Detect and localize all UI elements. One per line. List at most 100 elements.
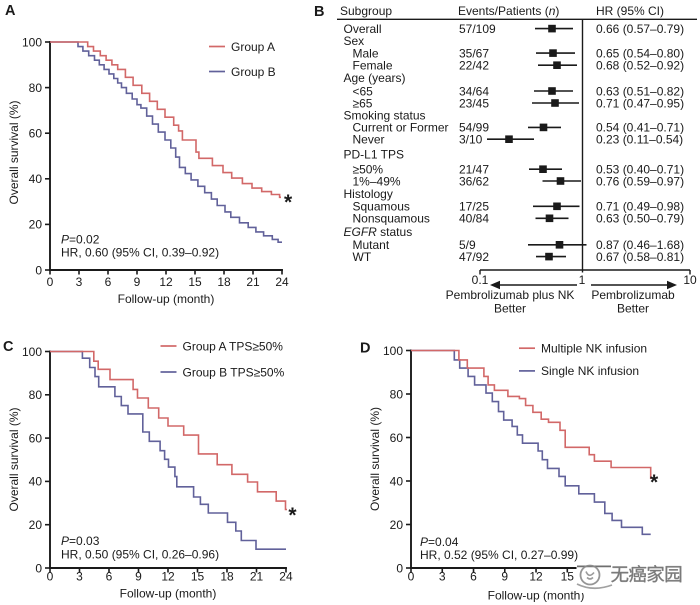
svg-text:0.68 (0.52–0.92): 0.68 (0.52–0.92) <box>596 59 684 73</box>
svg-text:6: 6 <box>105 275 112 289</box>
svg-text:1%–49%: 1%–49% <box>353 174 401 188</box>
svg-text:15: 15 <box>561 570 575 584</box>
svg-text:*: * <box>284 191 293 214</box>
svg-text:80: 80 <box>390 387 404 401</box>
svg-text:24: 24 <box>275 275 289 289</box>
svg-text:*: * <box>650 471 659 494</box>
svg-text:Overall survival (%): Overall survival (%) <box>7 100 21 204</box>
svg-text:12: 12 <box>161 570 175 584</box>
svg-text:6: 6 <box>470 570 477 584</box>
svg-text:100: 100 <box>22 345 42 359</box>
svg-text:0: 0 <box>47 570 54 584</box>
svg-text:40/84: 40/84 <box>459 212 489 226</box>
svg-text:D: D <box>360 341 370 357</box>
svg-text:12: 12 <box>159 275 173 289</box>
svg-text:0.87 (0.46–1.68): 0.87 (0.46–1.68) <box>596 238 684 252</box>
svg-text:0.66 (0.57–0.79): 0.66 (0.57–0.79) <box>596 22 684 36</box>
svg-text:Follow-up (month): Follow-up (month) <box>118 292 215 306</box>
svg-text:Female: Female <box>353 59 393 73</box>
svg-text:P=0.03: P=0.03 <box>61 534 100 548</box>
svg-text:100: 100 <box>383 344 403 358</box>
svg-text:HR (95% CI): HR (95% CI) <box>596 4 664 18</box>
svg-text:0.76 (0.59–0.97): 0.76 (0.59–0.97) <box>596 174 684 188</box>
svg-text:Group A TPS≥50%: Group A TPS≥50% <box>183 339 284 353</box>
svg-text:17/25: 17/25 <box>459 200 489 214</box>
svg-text:Male: Male <box>353 46 379 60</box>
svg-text:40: 40 <box>29 172 43 186</box>
svg-text:6: 6 <box>106 570 113 584</box>
svg-text:Follow-up (month): Follow-up (month) <box>120 587 217 601</box>
svg-text:0.23 (0.11–0.54): 0.23 (0.11–0.54) <box>596 133 683 147</box>
svg-text:0.71 (0.47–0.95): 0.71 (0.47–0.95) <box>596 96 684 110</box>
svg-text:57/109: 57/109 <box>459 22 496 36</box>
svg-text:40: 40 <box>29 475 43 489</box>
svg-text:*: * <box>288 504 297 527</box>
svg-text:5/9: 5/9 <box>459 238 476 252</box>
svg-text:Sex: Sex <box>344 34 365 48</box>
svg-text:0.1: 0.1 <box>472 273 489 287</box>
svg-text:18: 18 <box>220 570 234 584</box>
svg-text:60: 60 <box>29 431 43 445</box>
svg-text:Overall: Overall <box>344 22 382 36</box>
svg-text:Smoking status: Smoking status <box>344 109 426 123</box>
svg-text:80: 80 <box>29 388 43 402</box>
svg-text:12: 12 <box>529 570 543 584</box>
svg-text:Squamous: Squamous <box>353 200 410 214</box>
svg-text:Pembrolizumab plus NK: Pembrolizumab plus NK <box>446 288 575 302</box>
svg-text:0: 0 <box>408 570 415 584</box>
svg-text:Single NK infusion: Single NK infusion <box>541 364 639 378</box>
svg-text:18: 18 <box>217 275 231 289</box>
svg-text:0.53 (0.40–0.71): 0.53 (0.40–0.71) <box>596 163 684 177</box>
svg-text:35/67: 35/67 <box>459 46 489 60</box>
svg-text:A: A <box>5 3 16 19</box>
svg-text:0: 0 <box>35 263 42 277</box>
svg-text:Histology: Histology <box>344 187 393 201</box>
svg-text:HR, 0.50 (95% CI, 0.26–0.96): HR, 0.50 (95% CI, 0.26–0.96) <box>61 548 219 562</box>
svg-text:<65: <65 <box>353 84 374 98</box>
svg-text:0.63 (0.50–0.79): 0.63 (0.50–0.79) <box>596 212 684 226</box>
svg-text:9: 9 <box>134 275 141 289</box>
svg-text:Current or Former: Current or Former <box>353 121 449 135</box>
svg-text:PD-L1 TPS: PD-L1 TPS <box>344 147 404 161</box>
svg-text:20: 20 <box>390 518 404 532</box>
svg-text:WT: WT <box>353 250 372 264</box>
svg-text:23/45: 23/45 <box>459 96 489 110</box>
svg-text:≥50%: ≥50% <box>353 163 384 177</box>
svg-text:Better: Better <box>617 302 649 316</box>
svg-text:80: 80 <box>29 81 43 95</box>
svg-text:60: 60 <box>390 431 404 445</box>
svg-text:1: 1 <box>579 273 586 287</box>
svg-text:Mutant: Mutant <box>353 238 390 252</box>
svg-text:60: 60 <box>29 127 43 141</box>
svg-text:Pembrolizumab: Pembrolizumab <box>591 288 675 302</box>
svg-text:0.65 (0.54–0.80): 0.65 (0.54–0.80) <box>596 46 684 60</box>
svg-text:40: 40 <box>390 474 404 488</box>
svg-text:Group A: Group A <box>231 40 275 54</box>
svg-text:36/62: 36/62 <box>459 174 489 188</box>
svg-text:Never: Never <box>353 133 385 147</box>
svg-text:Multiple NK infusion: Multiple NK infusion <box>541 342 647 356</box>
svg-text:HR, 0.60 (95% CI, 0.39–0.92): HR, 0.60 (95% CI, 0.39–0.92) <box>61 246 219 260</box>
svg-text:20: 20 <box>29 218 43 232</box>
svg-text:54/99: 54/99 <box>459 121 489 135</box>
svg-text:22/42: 22/42 <box>459 59 489 73</box>
svg-text:Overall survival (%): Overall survival (%) <box>7 407 21 511</box>
svg-text:3/10: 3/10 <box>459 133 483 147</box>
svg-text:24: 24 <box>279 570 293 584</box>
svg-text:0.71 (0.49–0.98): 0.71 (0.49–0.98) <box>596 200 684 214</box>
svg-text:100: 100 <box>22 35 42 49</box>
svg-text:Group B TPS≥50%: Group B TPS≥50% <box>183 365 285 379</box>
svg-text:0.67 (0.58–0.81): 0.67 (0.58–0.81) <box>596 250 684 264</box>
svg-text:Better: Better <box>494 302 526 316</box>
svg-text:0: 0 <box>396 561 403 575</box>
svg-text:0.63 (0.51–0.82): 0.63 (0.51–0.82) <box>596 84 684 98</box>
svg-text:Nonsquamous: Nonsquamous <box>353 212 430 226</box>
svg-text:C: C <box>3 339 14 355</box>
svg-text:3: 3 <box>76 570 83 584</box>
svg-text:Subgroup: Subgroup <box>340 4 392 18</box>
svg-text:20: 20 <box>29 518 43 532</box>
svg-text:Overall survival (%): Overall survival (%) <box>368 407 382 511</box>
svg-text:P=0.02: P=0.02 <box>61 233 100 247</box>
svg-text:0.54 (0.41–0.71): 0.54 (0.41–0.71) <box>596 121 684 135</box>
svg-text:9: 9 <box>135 570 142 584</box>
